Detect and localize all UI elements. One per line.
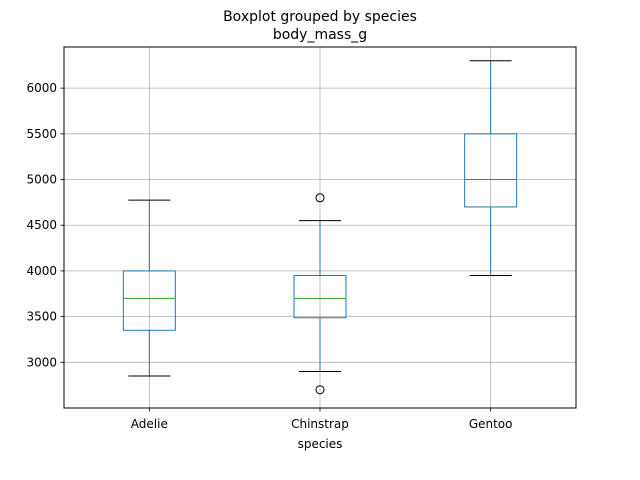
box-group-chinstrap xyxy=(293,193,347,395)
axis-ticks: 3000 3500 4000 4500 5000 5500 6000 Adelie Chinst… xyxy=(26,81,512,431)
y-tick-label: 4500 xyxy=(26,218,57,232)
y-tick-label: 4000 xyxy=(26,264,57,278)
x-axis-label: species xyxy=(298,437,343,451)
x-tick-label: Adelie xyxy=(131,417,168,431)
y-tick-label: 5500 xyxy=(26,127,57,141)
outlier-point xyxy=(315,193,325,203)
y-tick-label: 5000 xyxy=(26,173,57,187)
box-iqr xyxy=(122,270,176,331)
y-tick-label: 6000 xyxy=(26,81,57,95)
box-iqr xyxy=(464,133,518,208)
outlier-point xyxy=(315,385,325,395)
y-tick-label: 3000 xyxy=(26,355,57,369)
boxes xyxy=(122,60,518,395)
x-tick-label: Chinstrap xyxy=(291,417,349,431)
box-iqr xyxy=(293,274,347,319)
box-group-gentoo xyxy=(464,60,518,276)
chart-title: Boxplot grouped by species xyxy=(223,9,417,25)
y-tick-label: 3500 xyxy=(26,310,57,324)
box-group-adelie xyxy=(122,199,176,377)
x-tick-label: Gentoo xyxy=(469,417,513,431)
chart-subtitle: body_mass_g xyxy=(273,27,367,43)
